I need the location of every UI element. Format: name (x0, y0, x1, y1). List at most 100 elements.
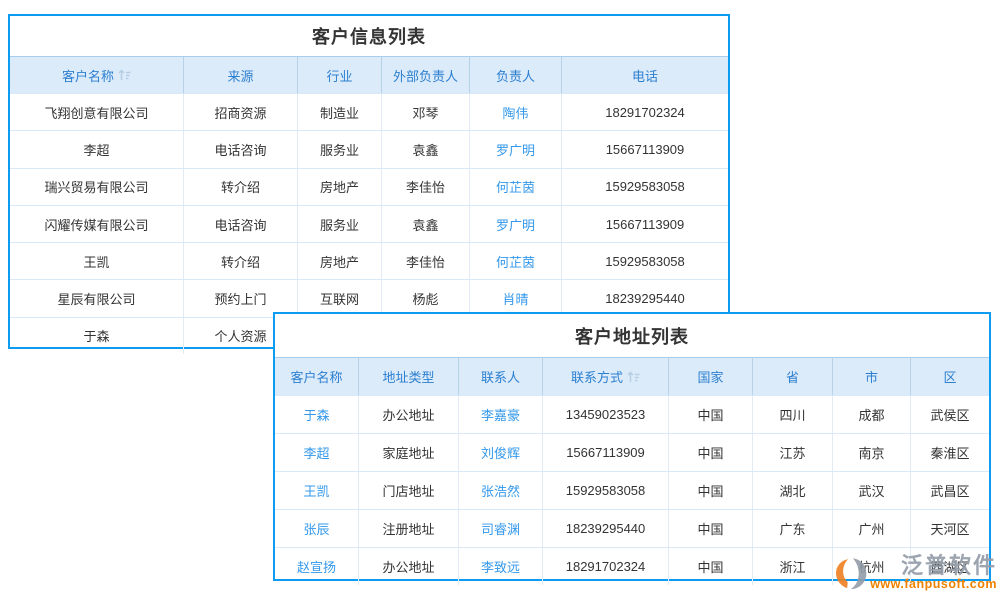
table-cell: 15667113909 (605, 216, 685, 232)
table-cell: 互联网 (298, 280, 382, 317)
table-cell: 中国 (669, 548, 753, 585)
table-cell: 罗广明 (470, 131, 562, 168)
table-cell: 飞翔创意有限公司 (10, 94, 184, 131)
table-cell: 张浩然 (459, 472, 543, 509)
table-cell: 18291702324 (543, 548, 669, 585)
table-cell: 15929583058 (605, 179, 685, 195)
cell-link[interactable]: 张浩然 (480, 484, 520, 499)
cell-link[interactable]: 陶伟 (502, 105, 529, 121)
sort-asc-icon[interactable] (118, 69, 131, 81)
table-row: 瑞兴贸易有限公司 转介绍 房地产 李佳怡 何芷茵 15929583058 (10, 167, 728, 205)
table-cell: 天河区 (930, 522, 970, 537)
cell-link[interactable]: 张辰 (303, 522, 330, 537)
table-cell: 15667113909 (605, 141, 685, 157)
table-cell: 袁鑫 (382, 205, 470, 243)
table-cell: 瑞兴贸易有限公司 (10, 168, 184, 205)
cell-link[interactable]: 肖晴 (502, 292, 529, 308)
table-cell: 于森 (10, 317, 184, 355)
table-row: 王凯 转介绍 房地产 李佳怡 何芷茵 15929583058 (10, 242, 728, 280)
sort-asc-icon[interactable] (627, 371, 640, 383)
table-cell: 转介绍 (184, 243, 298, 280)
table-cell: 中国 (669, 472, 753, 509)
col-header-district: 区 (943, 370, 957, 385)
table-cell: 中国 (669, 434, 753, 471)
table-row: 赵宣扬 办公地址 李致远 18291702324 中国 浙江 杭州 西湖区 (275, 547, 989, 585)
col-header-city: 市 (833, 358, 911, 395)
table-cell: 制造业 (298, 94, 382, 131)
table-cell: 杨彪 (382, 280, 470, 317)
table-cell: 预约上门 (184, 280, 298, 317)
customer-address-table-title: 客户地址列表 (575, 326, 689, 347)
table-row: 闪耀传媒有限公司 电话咨询 服务业 袁鑫 罗广明 15667113909 (10, 204, 728, 243)
table-cell: 陶伟 (470, 94, 562, 131)
table-cell: 王凯 (10, 243, 184, 280)
table-cell: 15929583058 (543, 472, 669, 509)
table-cell: 广州 (833, 510, 911, 547)
col-header-external-owner: 外部负责人 (382, 57, 470, 93)
customer-address-table-header-row: 客户名称 地址类型 联系人 联系方式 国家 省 市 区 (275, 357, 989, 395)
col-header-customer-name[interactable]: 客户名称 (10, 57, 184, 93)
table-cell: 湖北 (753, 472, 833, 509)
table-cell: 办公地址 (359, 548, 459, 585)
table-cell: 司睿渊 (459, 510, 543, 547)
customer-info-table-title: 客户信息列表 (312, 27, 426, 47)
table-cell: 闪耀传媒有限公司 (10, 205, 184, 243)
col-header-owner: 负责人 (470, 57, 562, 93)
cell-link[interactable]: 罗广明 (495, 142, 535, 158)
table-row: 星辰有限公司 预约上门 互联网 杨彪 肖晴 18239295440 (10, 279, 728, 317)
table-cell: 罗广明 (470, 205, 562, 243)
cell-link[interactable]: 赵宣扬 (296, 560, 336, 575)
table-cell: 15929583058 (605, 253, 685, 269)
table-row: 于森 办公地址 李嘉豪 13459023523 中国 四川 成都 武侯区 (275, 395, 989, 433)
col-header-contact: 联系人 (459, 358, 543, 395)
table-cell: 李致远 (459, 548, 543, 585)
cell-link[interactable]: 李嘉豪 (480, 408, 520, 423)
table-cell: 服务业 (298, 131, 382, 168)
table-cell: 西湖区 (930, 560, 970, 575)
customer-info-table-card: 客户信息列表 客户名称 来源 行业 外部负责人 负责人 电话 飞翔创意有限公司招… (8, 14, 730, 355)
table-cell: 李佳怡 (382, 168, 470, 205)
table-cell: 袁鑫 (382, 131, 470, 168)
cell-link[interactable]: 李致远 (480, 560, 520, 575)
table-cell: 招商资源 (184, 94, 298, 131)
cell-link[interactable]: 司睿渊 (480, 522, 520, 537)
table-cell: 秦淮区 (930, 446, 970, 461)
cell-link[interactable]: 李超 (303, 446, 330, 461)
table-cell: 中国 (669, 510, 753, 547)
cell-link[interactable]: 何芷茵 (495, 180, 535, 196)
table-cell: 服务业 (298, 205, 382, 243)
table-cell: 何芷茵 (470, 243, 562, 280)
cell-link[interactable]: 何芷茵 (495, 254, 535, 270)
col-header-address-type: 地址类型 (359, 358, 459, 395)
cell-link[interactable]: 刘俊辉 (480, 446, 520, 461)
table-cell: 李超 (275, 434, 359, 471)
col-header-phone: 电话 (631, 68, 658, 84)
table-cell: 中国 (669, 396, 753, 433)
table-cell: 门店地址 (359, 472, 459, 509)
table-cell: 成都 (833, 396, 911, 433)
col-header-contact-phone[interactable]: 联系方式 (543, 358, 669, 395)
table-cell: 星辰有限公司 (10, 280, 184, 317)
table-cell: 李嘉豪 (459, 396, 543, 433)
table-cell: 家庭地址 (359, 434, 459, 471)
table-row: 李超 家庭地址 刘俊辉 15667113909 中国 江苏 南京 秦淮区 (275, 433, 989, 471)
table-row: 飞翔创意有限公司 招商资源 制造业 邓琴 陶伟 18291702324 (10, 93, 728, 131)
table-cell: 房地产 (298, 168, 382, 205)
table-cell: 杭州 (833, 548, 911, 585)
table-cell: 武汉 (833, 472, 911, 509)
table-cell: 李超 (10, 131, 184, 168)
customer-address-table-card: 客户地址列表 客户名称 地址类型 联系人 联系方式 国家 省 市 区 于森办公地… (273, 312, 991, 585)
col-header-source: 来源 (184, 57, 298, 93)
cell-link[interactable]: 罗广明 (495, 217, 535, 233)
table-cell: 18291702324 (605, 104, 685, 120)
table-row: 张辰 注册地址 司睿渊 18239295440 中国 广东 广州 天河区 (275, 509, 989, 547)
cell-link[interactable]: 于森 (303, 408, 330, 423)
cell-link[interactable]: 王凯 (303, 484, 330, 499)
table-cell: 电话咨询 (184, 131, 298, 168)
table-cell: 江苏 (753, 434, 833, 471)
table-cell: 13459023523 (543, 396, 669, 433)
table-cell: 广东 (753, 510, 833, 547)
table-cell: 15667113909 (543, 434, 669, 471)
table-cell: 转介绍 (184, 168, 298, 205)
customer-address-table-body: 于森 办公地址 李嘉豪 13459023523 中国 四川 成都 武侯区 李超 家庭地址 刘俊辉 15… (275, 395, 989, 585)
